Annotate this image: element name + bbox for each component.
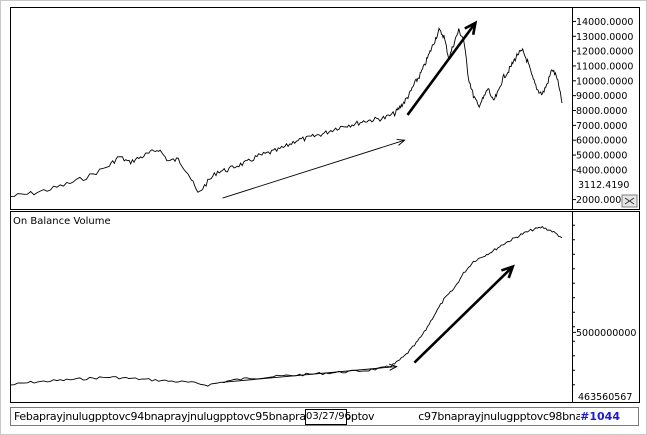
status-bar: Febaprayjnulugpptovc94bnaprayjnulugpptov… <box>10 407 639 426</box>
date-scale-left: Febaprayjnulugpptovc94bnaprayjnulugpptov… <box>14 410 375 423</box>
series-line <box>10 225 563 387</box>
volume-panel-title: On Balance Volume <box>13 216 111 227</box>
trend-arrow-head <box>396 139 406 146</box>
y-tick-label: 11000.0000 <box>576 61 633 72</box>
y-tick-label: 10000.0000 <box>576 76 633 87</box>
y-tick-label: 13000.0000 <box>576 32 633 43</box>
y-tick-label: 7000.0000 <box>576 121 627 132</box>
volume-plot <box>10 225 563 387</box>
trend-arrow-head <box>501 264 515 279</box>
y-tick-label: 2000.0000 <box>576 195 627 206</box>
cursor-date-label: 03/27/96 <box>305 409 351 425</box>
y-tick-label: 9000.0000 <box>576 91 627 102</box>
volume-axis: 5000000000 463560567 <box>572 224 636 403</box>
y-tick-label: 5000000000 <box>576 328 636 339</box>
price-panel <box>10 7 640 210</box>
last-value-label: 463560567 <box>578 392 632 403</box>
date-scale-right: c97bnaprayjnulugpptovc98bnaprayjnulu <box>418 410 580 423</box>
bar-count-label: #1044 <box>580 410 620 423</box>
price-axis: 2000.0000 4000.0000 5000.0000 6000.0000 7000… <box>572 17 633 206</box>
trend-arrow <box>406 22 477 116</box>
volume-panel <box>10 211 640 403</box>
trend-arrow <box>222 366 397 383</box>
y-tick-label: 5000.0000 <box>576 151 627 162</box>
y-tick-label: 12000.0000 <box>576 47 633 58</box>
price-plot <box>10 20 563 199</box>
trend-arrow <box>222 139 405 199</box>
series-line <box>10 26 563 198</box>
trend-arrow-head <box>464 20 478 35</box>
y-tick-label: 4000.0000 <box>576 165 627 176</box>
date-scale[interactable]: Febaprayjnulugpptovc94bnaprayjnulugpptov… <box>14 410 580 424</box>
y-tick-label: 14000.0000 <box>576 17 633 28</box>
zoom-icon[interactable] <box>621 194 638 208</box>
y-tick-label: 6000.0000 <box>576 136 627 147</box>
trend-arrow <box>413 265 514 364</box>
y-tick-label: 8000.0000 <box>576 106 627 117</box>
trend-arrow-head <box>388 363 398 371</box>
last-value-label: 3112.4190 <box>578 180 629 191</box>
